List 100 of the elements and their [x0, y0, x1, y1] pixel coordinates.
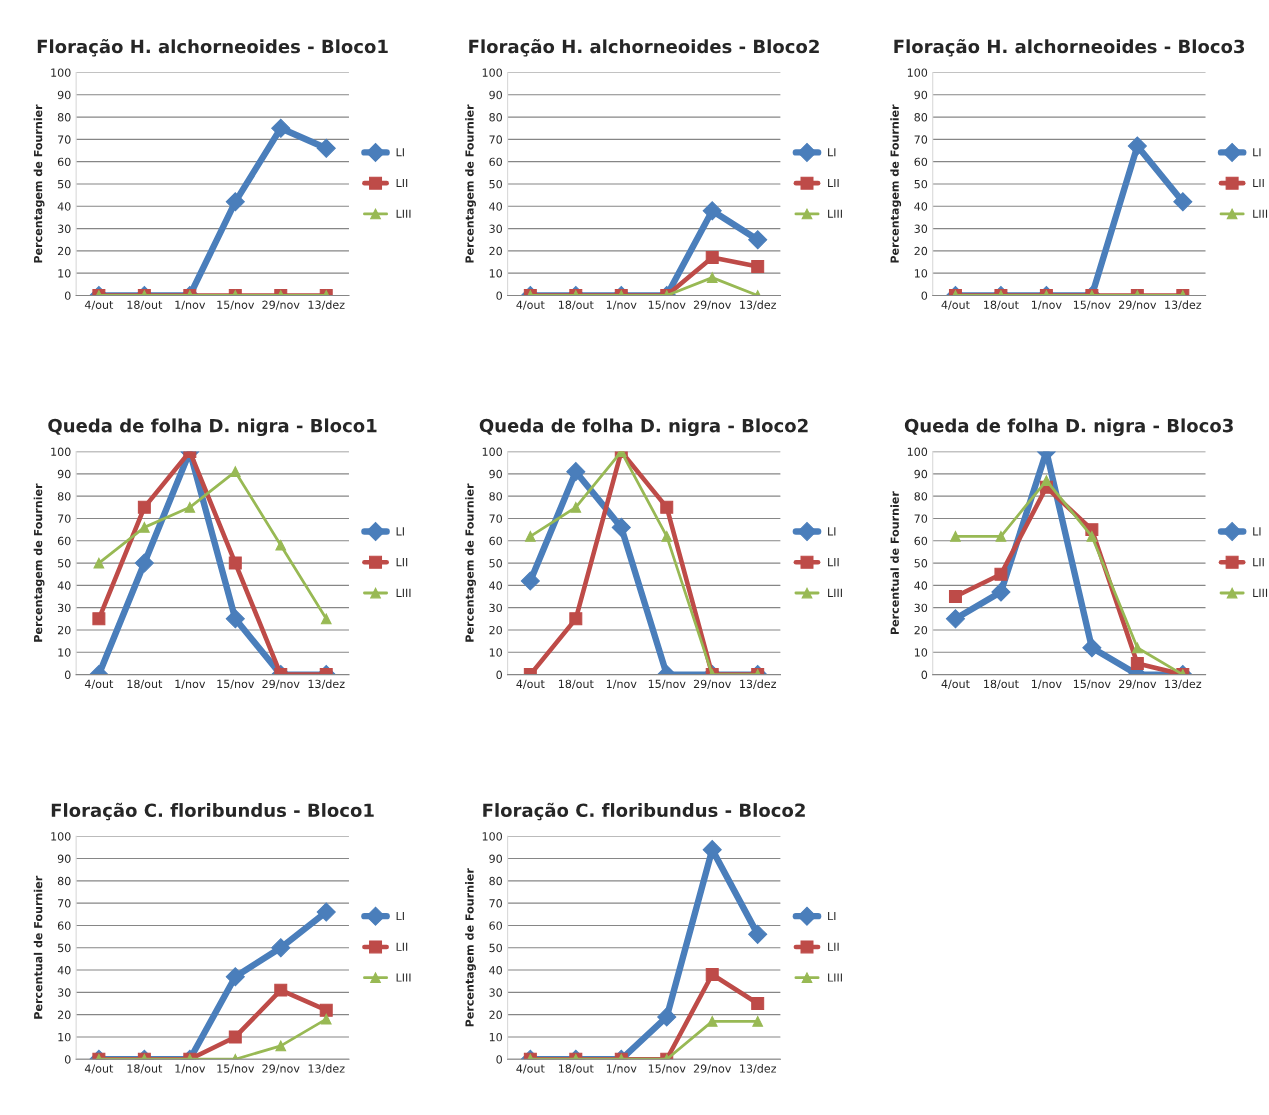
y-tick-label: 80	[489, 876, 502, 886]
y-tick-label: 0	[496, 291, 502, 300]
y-axis-title: Percentagem de Fournier	[890, 104, 902, 263]
legend-label: LII	[828, 558, 839, 567]
y-tick-label: 50	[489, 179, 502, 189]
y-tick-label: 100	[907, 68, 928, 77]
y-tick-label: 50	[58, 943, 71, 953]
legend-label: LII	[396, 178, 408, 188]
y-tick-label: 80	[489, 113, 502, 122]
y-tick-label: 80	[57, 492, 71, 501]
x-tick-label: 18/out	[127, 679, 163, 689]
y-tick-label: 70	[58, 514, 71, 523]
y-tick-label: 0	[921, 291, 928, 300]
x-tick-label: 4/out	[516, 1064, 545, 1074]
y-tick-label: 10	[489, 269, 502, 278]
chart-title: Queda de folha D. nigra - Bloco3	[904, 418, 1233, 437]
x-tick-label: 4/out	[516, 679, 545, 689]
x-tick-label: 13/dez	[308, 300, 345, 310]
y-tick-label: 40	[914, 581, 928, 590]
x-tick-label: 15/nov	[1073, 679, 1111, 689]
x-tick-label: 15/nov	[217, 1064, 255, 1074]
y-tick-label: 20	[914, 246, 928, 256]
y-tick-label: 90	[489, 469, 502, 479]
x-tick-label: 29/nov	[262, 1064, 300, 1074]
y-tick-label: 60	[57, 536, 71, 546]
x-tick-label: 18/out	[984, 300, 1019, 310]
x-tick-label: 4/out	[516, 300, 545, 310]
y-tick-label: 100	[51, 832, 71, 841]
x-tick-label: 18/out	[127, 1064, 163, 1074]
x-tick-label: 18/out	[558, 1064, 594, 1074]
x-tick-label: 1/nov	[606, 679, 637, 689]
x-tick-label: 13/dez	[740, 679, 777, 689]
y-tick-label: 80	[489, 492, 502, 501]
y-tick-label: 50	[58, 559, 71, 568]
y-axis-title: Percentagem de Fournier	[33, 104, 45, 263]
y-tick-label: 70	[914, 135, 928, 144]
x-tick-label: 4/out	[84, 679, 114, 689]
legend-label: LIII	[1253, 588, 1268, 597]
y-tick-label: 70	[58, 135, 71, 144]
x-tick-label: 1/nov	[606, 1064, 637, 1074]
y-tick-label: 40	[57, 581, 71, 590]
y-tick-label: 100	[51, 447, 71, 456]
x-tick-label: 29/nov	[1119, 300, 1157, 310]
y-tick-label: 20	[489, 1010, 502, 1020]
y-tick-label: 60	[914, 157, 928, 167]
x-tick-label: 29/nov	[262, 679, 300, 689]
chart-title: Floração H. alchorneoides - Bloco2	[469, 38, 819, 57]
legend-label: LII	[396, 558, 408, 567]
x-tick-label: 13/dez	[740, 1064, 777, 1074]
x-tick-label: 18/out	[558, 300, 594, 310]
y-tick-label: 10	[489, 648, 502, 657]
y-tick-label: 100	[51, 68, 71, 77]
y-tick-label: 80	[57, 876, 71, 886]
y-axis-title: Percentagem de Fournier	[465, 483, 476, 642]
legend-label: LII	[828, 178, 839, 188]
y-tick-label: 100	[482, 832, 502, 841]
y-tick-label: 90	[57, 854, 71, 863]
y-tick-label: 30	[57, 603, 71, 613]
legend-label: LIII	[1253, 209, 1268, 218]
chart-title: Queda de folha D. nigra - Bloco2	[479, 418, 808, 437]
y-tick-label: 40	[57, 202, 71, 211]
legend-label: LI	[828, 911, 836, 921]
x-tick-label: 15/nov	[1073, 300, 1111, 310]
y-tick-label: 10	[58, 269, 71, 278]
y-tick-label: 40	[489, 966, 502, 975]
y-tick-label: 30	[57, 224, 71, 233]
y-tick-label: 80	[57, 113, 71, 122]
legend-label: LI	[1253, 527, 1261, 536]
legend-label: LII	[828, 942, 839, 951]
y-tick-label: 70	[58, 899, 71, 908]
legend-label: LIII	[396, 209, 411, 218]
y-tick-label: 10	[58, 648, 71, 657]
x-tick-label: 15/nov	[648, 1064, 686, 1074]
x-tick-label: 4/out	[941, 300, 970, 310]
x-tick-label: 1/nov	[175, 679, 206, 689]
y-tick-label: 50	[914, 179, 928, 189]
y-tick-label: 20	[914, 625, 928, 635]
y-tick-label: 0	[921, 670, 928, 679]
legend-label: LI	[396, 911, 404, 921]
y-tick-label: 0	[64, 1055, 71, 1064]
y-axis-title: Percentual de Fournier	[33, 875, 43, 1019]
y-tick-label: 80	[914, 492, 928, 501]
y-axis-title: Percentagem de Fournier	[465, 104, 476, 263]
x-tick-label: 1/nov	[1032, 300, 1062, 310]
y-tick-label: 10	[489, 1032, 502, 1042]
x-tick-label: 13/dez	[1165, 679, 1202, 689]
y-tick-label: 20	[57, 1010, 71, 1020]
y-tick-label: 40	[489, 581, 502, 590]
y-tick-label: 70	[489, 135, 502, 144]
x-tick-label: 4/out	[84, 300, 114, 310]
x-tick-label: 29/nov	[1119, 679, 1157, 689]
y-tick-label: 50	[489, 559, 502, 568]
y-tick-label: 30	[914, 603, 928, 613]
chart-title: Queda de folha D. nigra - Bloco1	[48, 418, 377, 437]
x-tick-label: 29/nov	[693, 679, 732, 689]
y-tick-label: 50	[914, 559, 928, 568]
x-tick-label: 18/out	[558, 679, 594, 689]
y-tick-label: 30	[489, 603, 502, 613]
y-axis-title: Percentagem de Fournier	[33, 483, 45, 642]
x-tick-label: 13/dez	[308, 679, 345, 689]
